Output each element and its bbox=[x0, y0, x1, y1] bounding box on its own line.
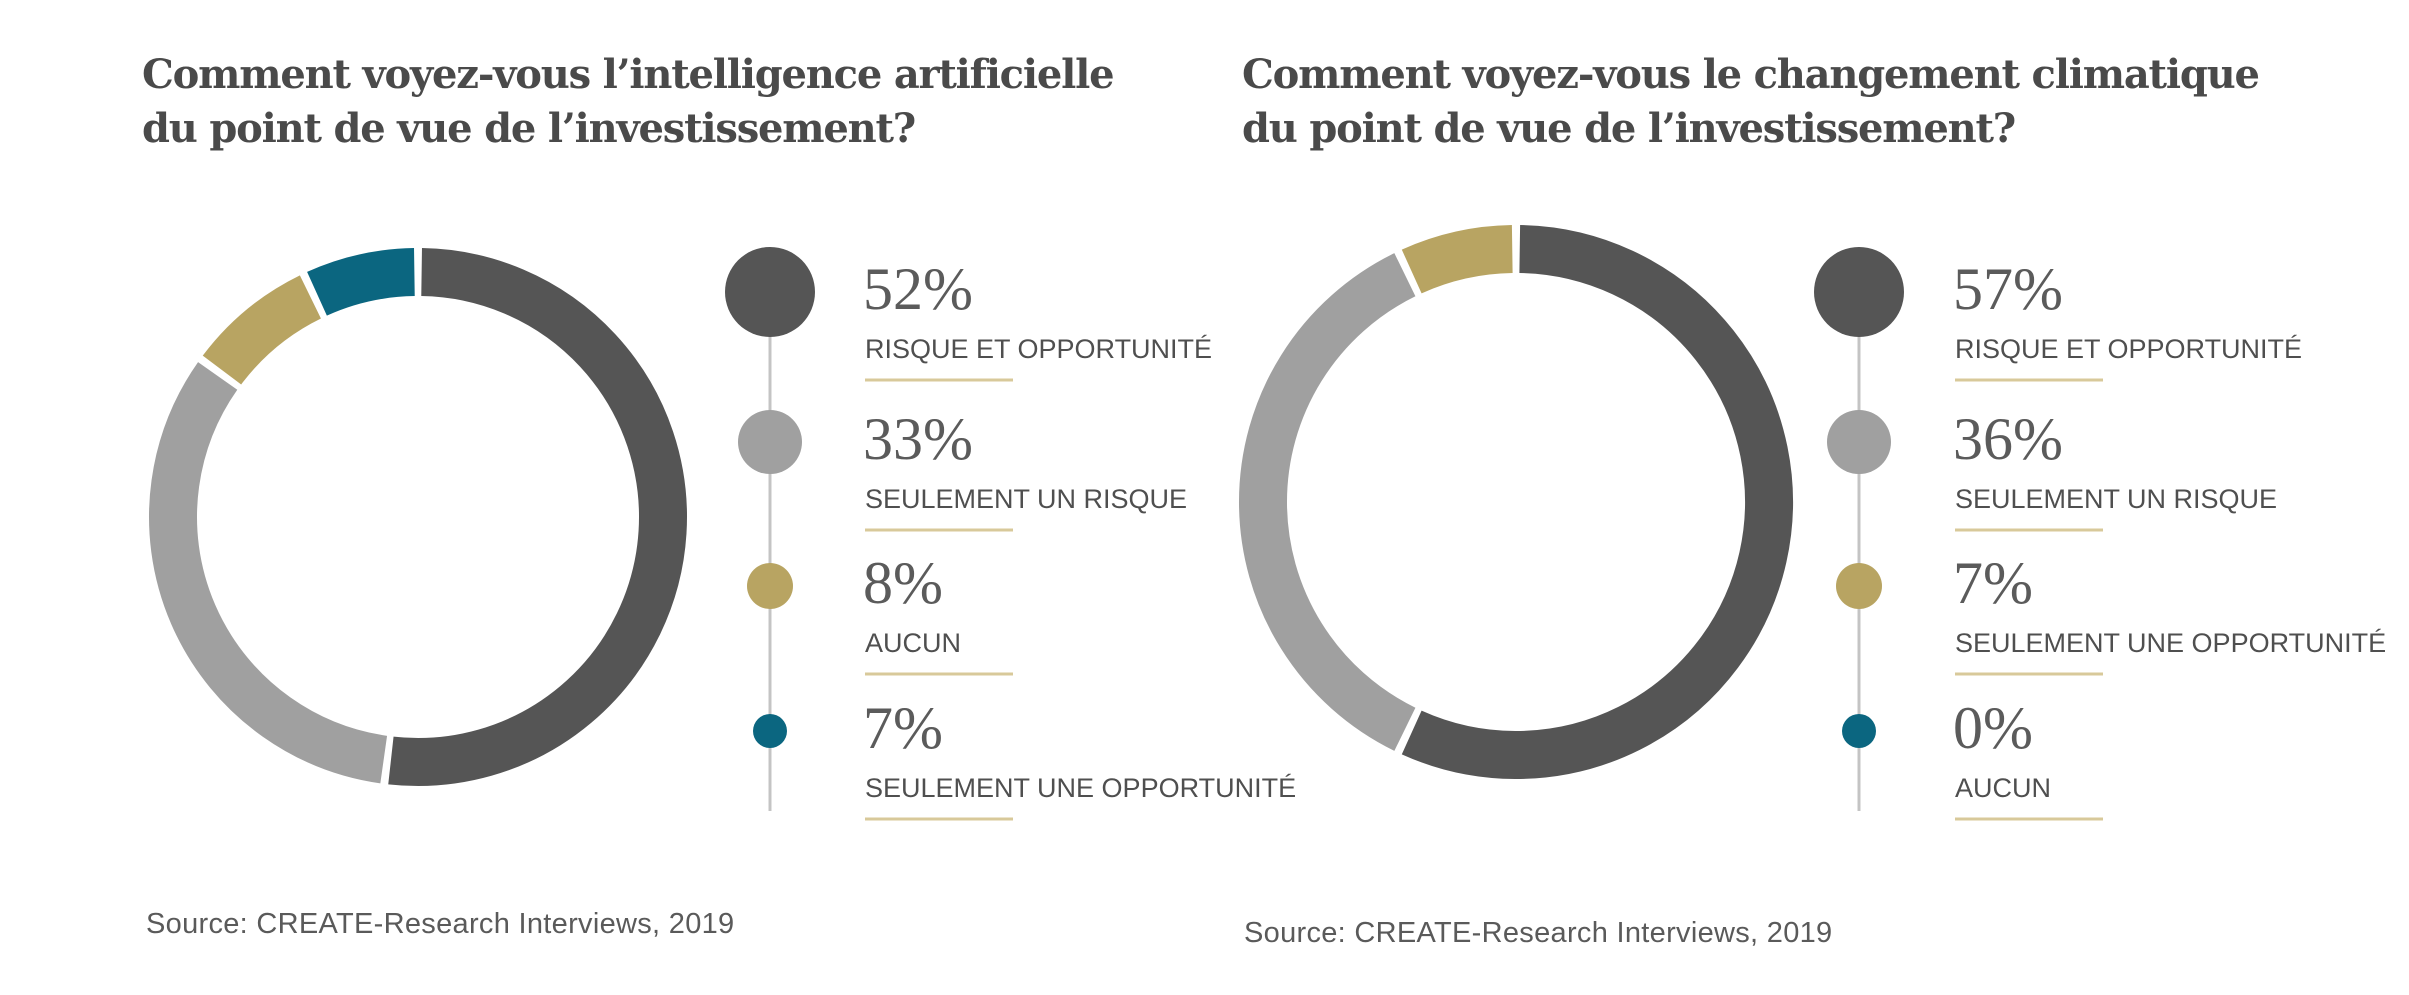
donut-slice bbox=[1401, 225, 1514, 294]
legend-marker bbox=[753, 714, 787, 748]
chart-panel-ai: Comment voyez-vous l’intelligence artifi… bbox=[0, 0, 1296, 995]
legend-label: RISQUE ET OPPORTUNITÉ bbox=[865, 334, 1212, 364]
legend-item: 8% AUCUN bbox=[747, 550, 1013, 676]
legend-item: 57% RISQUE ET OPPORTUNITÉ bbox=[1814, 247, 2302, 382]
legend-label: SEULEMENT UNE OPPORTUNITÉ bbox=[865, 773, 1296, 803]
chart-title-line-2: du point de vue de l’investissement? bbox=[1242, 105, 2016, 152]
legend-value: 36% bbox=[1953, 406, 2063, 472]
legend-label: SEULEMENT UN RISQUE bbox=[1955, 484, 2277, 514]
chart-title-line-1: Comment voyez-vous le changement climati… bbox=[1242, 51, 2260, 98]
chart-title-line-1: Comment voyez-vous l’intelligence artifi… bbox=[142, 51, 1115, 98]
donut-slice bbox=[307, 248, 416, 316]
legend-marker bbox=[1842, 714, 1876, 748]
donut-slice bbox=[202, 275, 322, 385]
legend-item: 7% SEULEMENT UNE OPPORTUNITÉ bbox=[753, 695, 1296, 821]
legend-item: 0% AUCUN bbox=[1842, 695, 2103, 821]
donut-chart: 52% RISQUE ET OPPORTUNITÉ 33% SEULEMENT UN … bbox=[149, 247, 1296, 821]
legend-item: 7% SEULEMENT UNE OPPORTUNITÉ bbox=[1836, 550, 2386, 676]
legend-item: 33% SEULEMENT UN RISQUE bbox=[738, 406, 1187, 532]
donut-slice bbox=[1401, 225, 1794, 779]
chart-panel-climate: Comment voyez-vous le changement climati… bbox=[1200, 0, 2409, 995]
legend-label: RISQUE ET OPPORTUNITÉ bbox=[1955, 334, 2302, 364]
legend-value: 0% bbox=[1953, 695, 2033, 761]
legend-marker bbox=[738, 410, 802, 474]
donut-chart: 57% RISQUE ET OPPORTUNITÉ 36% SEULEMENT UN … bbox=[1239, 225, 2386, 821]
chart-title-line-2: du point de vue de l’investissement? bbox=[142, 105, 916, 152]
legend-value: 52% bbox=[863, 256, 973, 322]
source-note: Source: CREATE-Research Interviews, 2019 bbox=[1244, 917, 1833, 949]
legend-marker bbox=[1836, 563, 1882, 609]
legend-label: AUCUN bbox=[865, 628, 961, 658]
chart-title: Comment voyez-vous le changement climati… bbox=[1242, 48, 2260, 156]
donut-ring bbox=[1239, 225, 1794, 779]
legend-item: 52% RISQUE ET OPPORTUNITÉ bbox=[725, 247, 1212, 382]
chart-title: Comment voyez-vous l’intelligence artifi… bbox=[142, 48, 1115, 156]
legend-value: 7% bbox=[1953, 550, 2033, 616]
source-note: Source: CREATE-Research Interviews, 2019 bbox=[146, 908, 735, 940]
legend-label: SEULEMENT UN RISQUE bbox=[865, 484, 1187, 514]
legend-marker bbox=[747, 563, 793, 609]
legend-value: 57% bbox=[1953, 256, 2063, 322]
legend-marker bbox=[1827, 410, 1891, 474]
donut-slice bbox=[1239, 253, 1416, 751]
donut-slice bbox=[388, 248, 687, 786]
legend-label: AUCUN bbox=[1955, 773, 2051, 803]
donut-slice bbox=[149, 362, 388, 784]
legend-value: 7% bbox=[863, 695, 943, 761]
legend-marker bbox=[725, 247, 815, 337]
legend-marker bbox=[1814, 247, 1904, 337]
legend-value: 33% bbox=[863, 406, 973, 472]
legend-item: 36% SEULEMENT UN RISQUE bbox=[1827, 406, 2277, 532]
donut-ring bbox=[149, 248, 687, 786]
legend-value: 8% bbox=[863, 550, 943, 616]
legend-label: SEULEMENT UNE OPPORTUNITÉ bbox=[1955, 628, 2386, 658]
